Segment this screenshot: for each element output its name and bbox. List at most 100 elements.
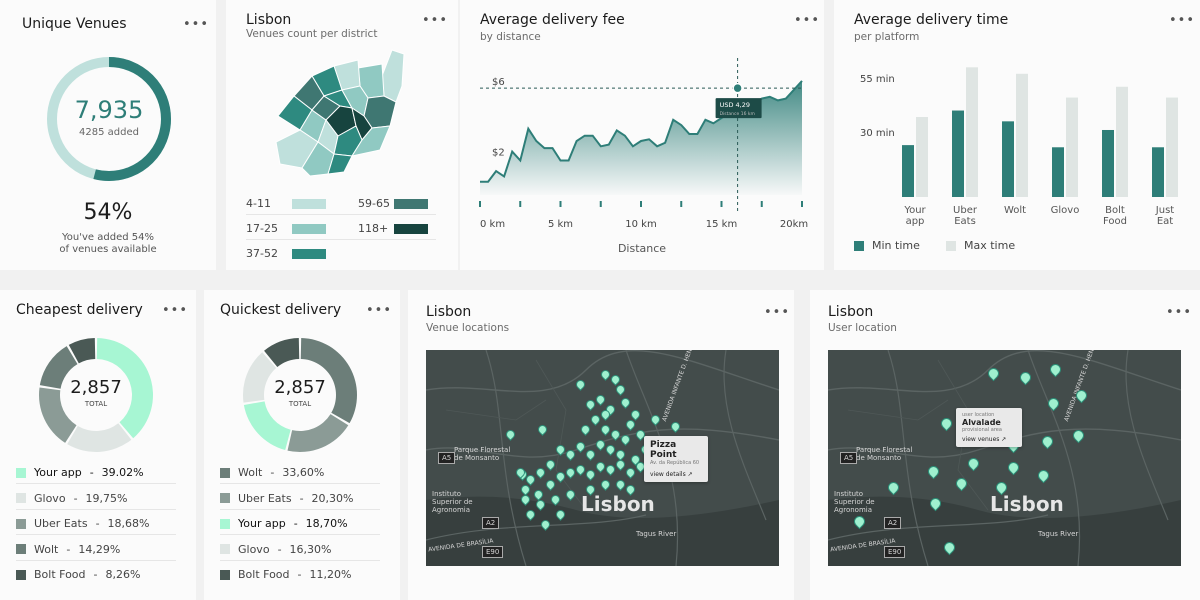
legend-item: 118+ [358,222,436,235]
legend-swatch [16,569,26,580]
legend-label: Max time [964,239,1016,252]
divider [220,508,380,510]
legend-label: Your app [34,466,82,479]
more-options-icon[interactable]: ••• [764,305,791,320]
legend-label: 17-25 [246,222,278,235]
x-tick-mark [479,201,481,207]
x-tick-mark [720,201,723,207]
category-label: Glovo [1051,205,1080,216]
legend-swatch [16,493,26,503]
annotation-tooltip [715,98,762,119]
legend-max-time: Max time [946,239,1015,252]
user-popup[interactable]: user location Alvalade provisional area … [956,408,1022,447]
venue-popup[interactable]: Pizza Point Av. da República 60 view det… [644,436,708,482]
bar-min-time [1152,147,1164,197]
divider [16,559,176,561]
more-options-icon[interactable]: ••• [1169,13,1196,28]
map-badge-a5: A5 [438,452,456,464]
more-options-icon[interactable]: ••• [162,303,189,318]
x-tick-mark [559,201,562,207]
map-roads [828,350,1181,566]
divider [16,483,176,484]
annotation-point [732,82,743,94]
bar-max-time [1066,97,1078,197]
legend-value: 11,20% [309,568,352,581]
legend-value: 18,70% [305,517,348,530]
divider [220,534,380,535]
card-subtitle: Venues count per district [246,28,378,40]
legend-value: 39.02% [101,466,144,479]
legend-item[interactable]: Glovo -19,75% [16,492,128,505]
map-badge-a2: A2 [884,517,902,529]
donut-slice [68,338,96,364]
bar-min-time [1002,121,1014,197]
x-tick-label: 15 km [706,219,737,230]
legend-item[interactable]: Glovo -16,30% [220,543,332,556]
legend-item[interactable]: Uber Eats -18,68% [16,517,150,530]
legend-label: Glovo [34,491,66,505]
legend-item[interactable]: Uber Eats -20,30% [220,492,354,505]
x-tick-mark [519,201,522,207]
user-location-card: Lisbon User location ••• Parque Floresta… [810,290,1200,600]
legend-item[interactable]: Bolt Food -8,26% [16,568,140,581]
legend-swatch [394,198,428,209]
legend-value: 16,30% [289,542,332,556]
more-options-icon[interactable]: ••• [422,13,449,28]
donut-slice [243,352,277,403]
legend-item[interactable]: Your app -39.02% [16,466,144,479]
more-options-icon[interactable]: ••• [1166,305,1193,320]
legend-swatch [854,240,864,251]
user-map[interactable]: Parque Florestal de Monsanto Instituto S… [828,350,1181,566]
map-city-label: Lisbon [990,492,1064,516]
legend-swatch [292,223,326,234]
venues-count: 7,935 [74,96,144,124]
legend-separator: - [297,568,302,581]
map-badge-a2: A2 [482,517,500,529]
card-subtitle: User location [828,322,897,334]
map-label-park: Parque Florestal de Monsanto [856,446,913,462]
popup-link[interactable]: view venues ↗ [962,436,1007,443]
map-label-river: Tagus River [1038,530,1079,538]
more-options-icon[interactable]: ••• [366,303,393,318]
annotation-sub: Distance 16 km [720,111,755,117]
legend-label: Uber Eats [238,491,292,505]
legend-label: Glovo [238,542,270,556]
more-options-icon[interactable]: ••• [183,17,210,32]
bar-max-time [916,117,928,197]
delivery-time-card: Average delivery time per platform ••• 5… [834,0,1200,270]
legend-item: 4-11 [246,197,334,210]
quickest-donut-chart[interactable] [241,336,359,454]
x-tick-mark [640,201,642,207]
y-tick-label: $6 [492,77,505,88]
fee-area [480,80,802,195]
map-city-label: Lisbon [581,492,655,516]
legend-item[interactable]: Bolt Food -11,20% [220,568,351,581]
divider [246,239,436,240]
venues-desc-1: You've added 54% [62,232,154,243]
category-label: Eat [1157,216,1173,227]
popup-link[interactable]: view details ↗ [650,471,693,478]
legend-item[interactable]: Wolt -14,29% [16,543,120,556]
quickest-delivery-card: Quickest delivery ••• 2,857 TOTAL Wolt -3… [204,290,400,600]
more-options-icon[interactable]: ••• [794,13,821,28]
delivery-fee-chart[interactable]: $6 $2 USD 4,29 Distance 16 km 0 km 5 km 10 km 1… [460,50,824,265]
divider [246,214,436,215]
bar-max-time [966,67,978,197]
legend-item[interactable]: Your app -18,70% [220,517,348,530]
donut-slice [67,423,132,452]
cheapest-donut-chart[interactable] [37,336,155,454]
card-subtitle: Venue locations [426,322,510,334]
category-label: Just [1155,205,1174,216]
legend-value: 14,29% [78,542,121,556]
card-title: Average delivery fee [480,12,625,28]
legend-swatch [220,544,230,554]
map-label-institute: Instituto Superior de Agronomia [834,490,875,514]
legend-label: Bolt Food [238,568,290,581]
bar-max-time [1166,97,1178,197]
venue-map[interactable]: Parque Florestal de Monsanto Instituto S… [426,350,779,566]
card-title: Lisbon [246,12,292,28]
legend-label: Wolt [34,542,59,556]
legend-item[interactable]: Wolt -33,60% [220,466,324,479]
bar-min-time [952,110,964,197]
